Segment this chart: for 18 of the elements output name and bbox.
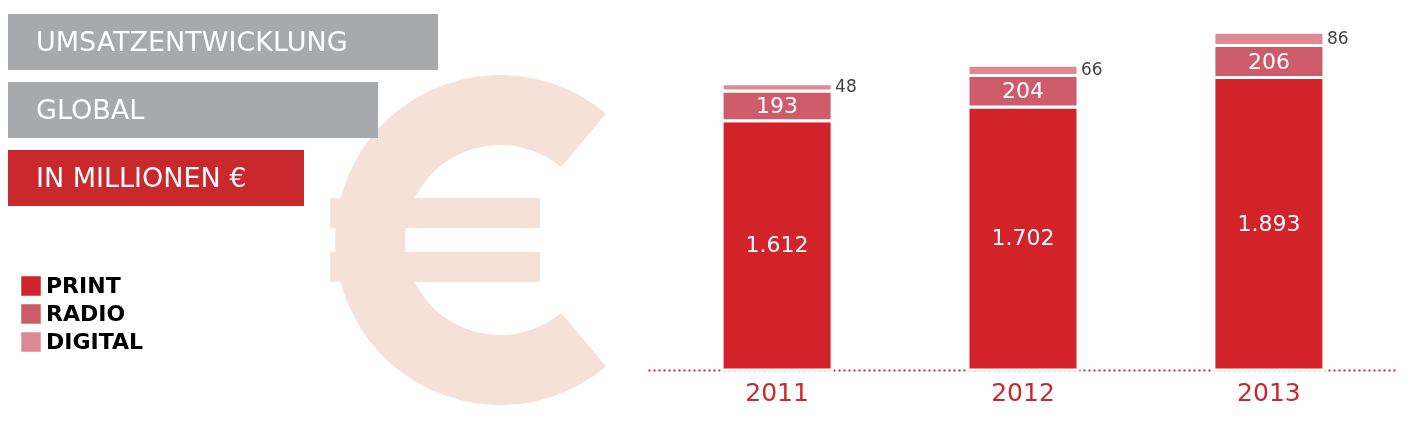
text: IN MILLIONEN € <box>8 150 304 206</box>
data-label: 1.612 <box>745 232 809 258</box>
data-label: 193 <box>756 92 799 118</box>
text: UMSATZENTWICKLUNG <box>8 14 438 70</box>
data-label: 86 <box>1326 27 1349 48</box>
data-label: 1.702 <box>991 225 1055 251</box>
text: GLOBAL <box>8 82 378 138</box>
x-tick-label: 2012 <box>991 377 1055 407</box>
legend-label: RADIO <box>46 301 126 326</box>
data-label: 66 <box>1081 59 1103 80</box>
legend-label: DIGITAL <box>46 329 144 354</box>
data-label: 204 <box>1002 78 1044 104</box>
data-label: 206 <box>1247 48 1290 74</box>
data-label: 48 <box>835 76 857 97</box>
x-tick-label: 2011 <box>745 377 809 407</box>
legend-label: PRINT <box>46 273 121 298</box>
x-tick-label: 2013 <box>1237 377 1301 407</box>
data-label: 1.893 <box>1237 210 1301 236</box>
